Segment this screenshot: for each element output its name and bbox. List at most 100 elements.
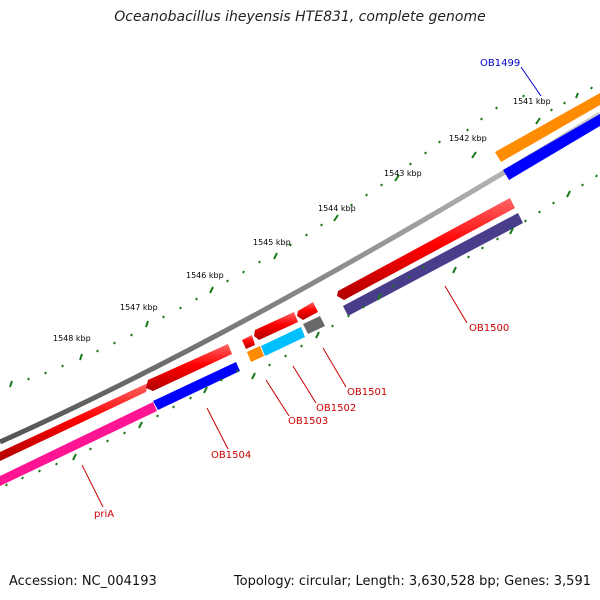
cds-feature-ob1500 bbox=[337, 198, 515, 300]
tick bbox=[320, 223, 323, 227]
cds-track bbox=[0, 198, 515, 461]
category-track bbox=[0, 93, 600, 486]
tick bbox=[61, 364, 64, 368]
cds-feature-pria bbox=[0, 383, 148, 461]
feature-pria-category bbox=[0, 402, 157, 486]
leader-ob1502 bbox=[292, 365, 317, 404]
kbp-label: 1542 kbp bbox=[449, 134, 487, 143]
tick bbox=[452, 266, 457, 274]
tick bbox=[284, 354, 287, 358]
kbp-label: 1541 kbp bbox=[513, 97, 551, 106]
tick bbox=[162, 315, 165, 319]
tick bbox=[362, 305, 365, 309]
feature-ob1499-category bbox=[503, 114, 600, 180]
tick bbox=[471, 151, 477, 159]
tick bbox=[236, 369, 239, 373]
tick bbox=[96, 349, 99, 353]
tick bbox=[590, 86, 593, 90]
kbp-label: 1544 kbp bbox=[318, 204, 356, 213]
cds-feature-ob1503 bbox=[242, 335, 255, 349]
leader-ob1500 bbox=[444, 285, 468, 324]
tick bbox=[496, 237, 499, 241]
tick bbox=[72, 453, 77, 461]
tick bbox=[467, 255, 470, 259]
tick bbox=[347, 314, 350, 318]
tick bbox=[438, 140, 441, 144]
tick bbox=[21, 476, 24, 480]
gene-label-ob1500: OB1500 bbox=[469, 323, 509, 334]
tick bbox=[130, 333, 133, 337]
tick bbox=[538, 210, 541, 214]
tick bbox=[552, 201, 555, 205]
leader-lines bbox=[81, 66, 542, 508]
outer-tick-row bbox=[9, 86, 593, 388]
gene-labels: OB1499 OB1500 OB1501 OB1502 OB1503 OB150… bbox=[94, 58, 520, 520]
tick bbox=[365, 193, 368, 197]
tick bbox=[179, 306, 182, 310]
leader-ob1503 bbox=[265, 379, 290, 417]
tick bbox=[79, 353, 83, 361]
tick bbox=[123, 431, 126, 435]
tick bbox=[380, 183, 383, 187]
feature-ob1501-category bbox=[303, 316, 325, 334]
genome-summary-text: Topology: circular; Length: 3,630,528 bp… bbox=[233, 574, 591, 589]
tick bbox=[377, 293, 382, 301]
tick bbox=[38, 469, 41, 473]
feature-ob1504-category bbox=[153, 362, 240, 410]
tick bbox=[106, 439, 109, 443]
tick bbox=[522, 94, 525, 98]
tick bbox=[535, 117, 541, 125]
tick bbox=[394, 174, 400, 182]
gene-label-pria: priA bbox=[94, 509, 114, 520]
tick bbox=[305, 233, 308, 237]
tick bbox=[575, 92, 579, 99]
leader-ob1504 bbox=[206, 407, 229, 450]
feature-ob1502-category bbox=[261, 327, 305, 356]
tick bbox=[595, 174, 598, 178]
backbone-track bbox=[0, 111, 600, 445]
kbp-label: 1546 kbp bbox=[186, 271, 224, 280]
leader-ob1499 bbox=[520, 66, 542, 97]
cds-feature-ob1502 bbox=[254, 312, 298, 340]
feature-ob1503-category bbox=[247, 346, 264, 362]
tick bbox=[55, 462, 58, 466]
map-title: Oceanobacillus iheyensis HTE831, complet… bbox=[114, 9, 486, 25]
tick bbox=[480, 117, 483, 121]
gene-label-ob1502: OB1502 bbox=[316, 403, 356, 414]
tick bbox=[524, 219, 527, 223]
tick bbox=[563, 101, 566, 105]
tick bbox=[172, 405, 175, 409]
tick bbox=[156, 414, 159, 418]
tick bbox=[300, 344, 303, 348]
gene-label-ob1501: OB1501 bbox=[347, 387, 387, 398]
cds-feature-ob1504 bbox=[146, 344, 232, 391]
kbp-label: 1548 kbp bbox=[53, 334, 91, 343]
tick bbox=[113, 341, 116, 345]
tick bbox=[5, 483, 8, 487]
tick bbox=[481, 246, 484, 250]
inner-tick-row bbox=[5, 174, 598, 487]
tick bbox=[315, 331, 320, 339]
tick bbox=[581, 183, 584, 187]
tick bbox=[495, 106, 498, 110]
tick bbox=[422, 265, 425, 269]
tick bbox=[350, 203, 353, 207]
tick bbox=[145, 320, 149, 328]
tick bbox=[333, 214, 339, 222]
tick bbox=[138, 421, 143, 429]
tick bbox=[220, 378, 223, 382]
gene-label-ob1504: OB1504 bbox=[211, 450, 251, 461]
tick bbox=[209, 286, 214, 294]
gene-label-ob1499: OB1499 bbox=[480, 58, 520, 69]
leader-pria bbox=[81, 464, 104, 508]
tick bbox=[226, 279, 229, 283]
tick bbox=[195, 297, 198, 301]
tick bbox=[258, 260, 261, 264]
leader-ob1501 bbox=[322, 347, 347, 388]
tick bbox=[566, 190, 571, 198]
tick bbox=[331, 324, 334, 328]
tick bbox=[89, 447, 92, 451]
kbp-label: 1543 kbp bbox=[384, 169, 422, 178]
tick bbox=[251, 372, 256, 380]
